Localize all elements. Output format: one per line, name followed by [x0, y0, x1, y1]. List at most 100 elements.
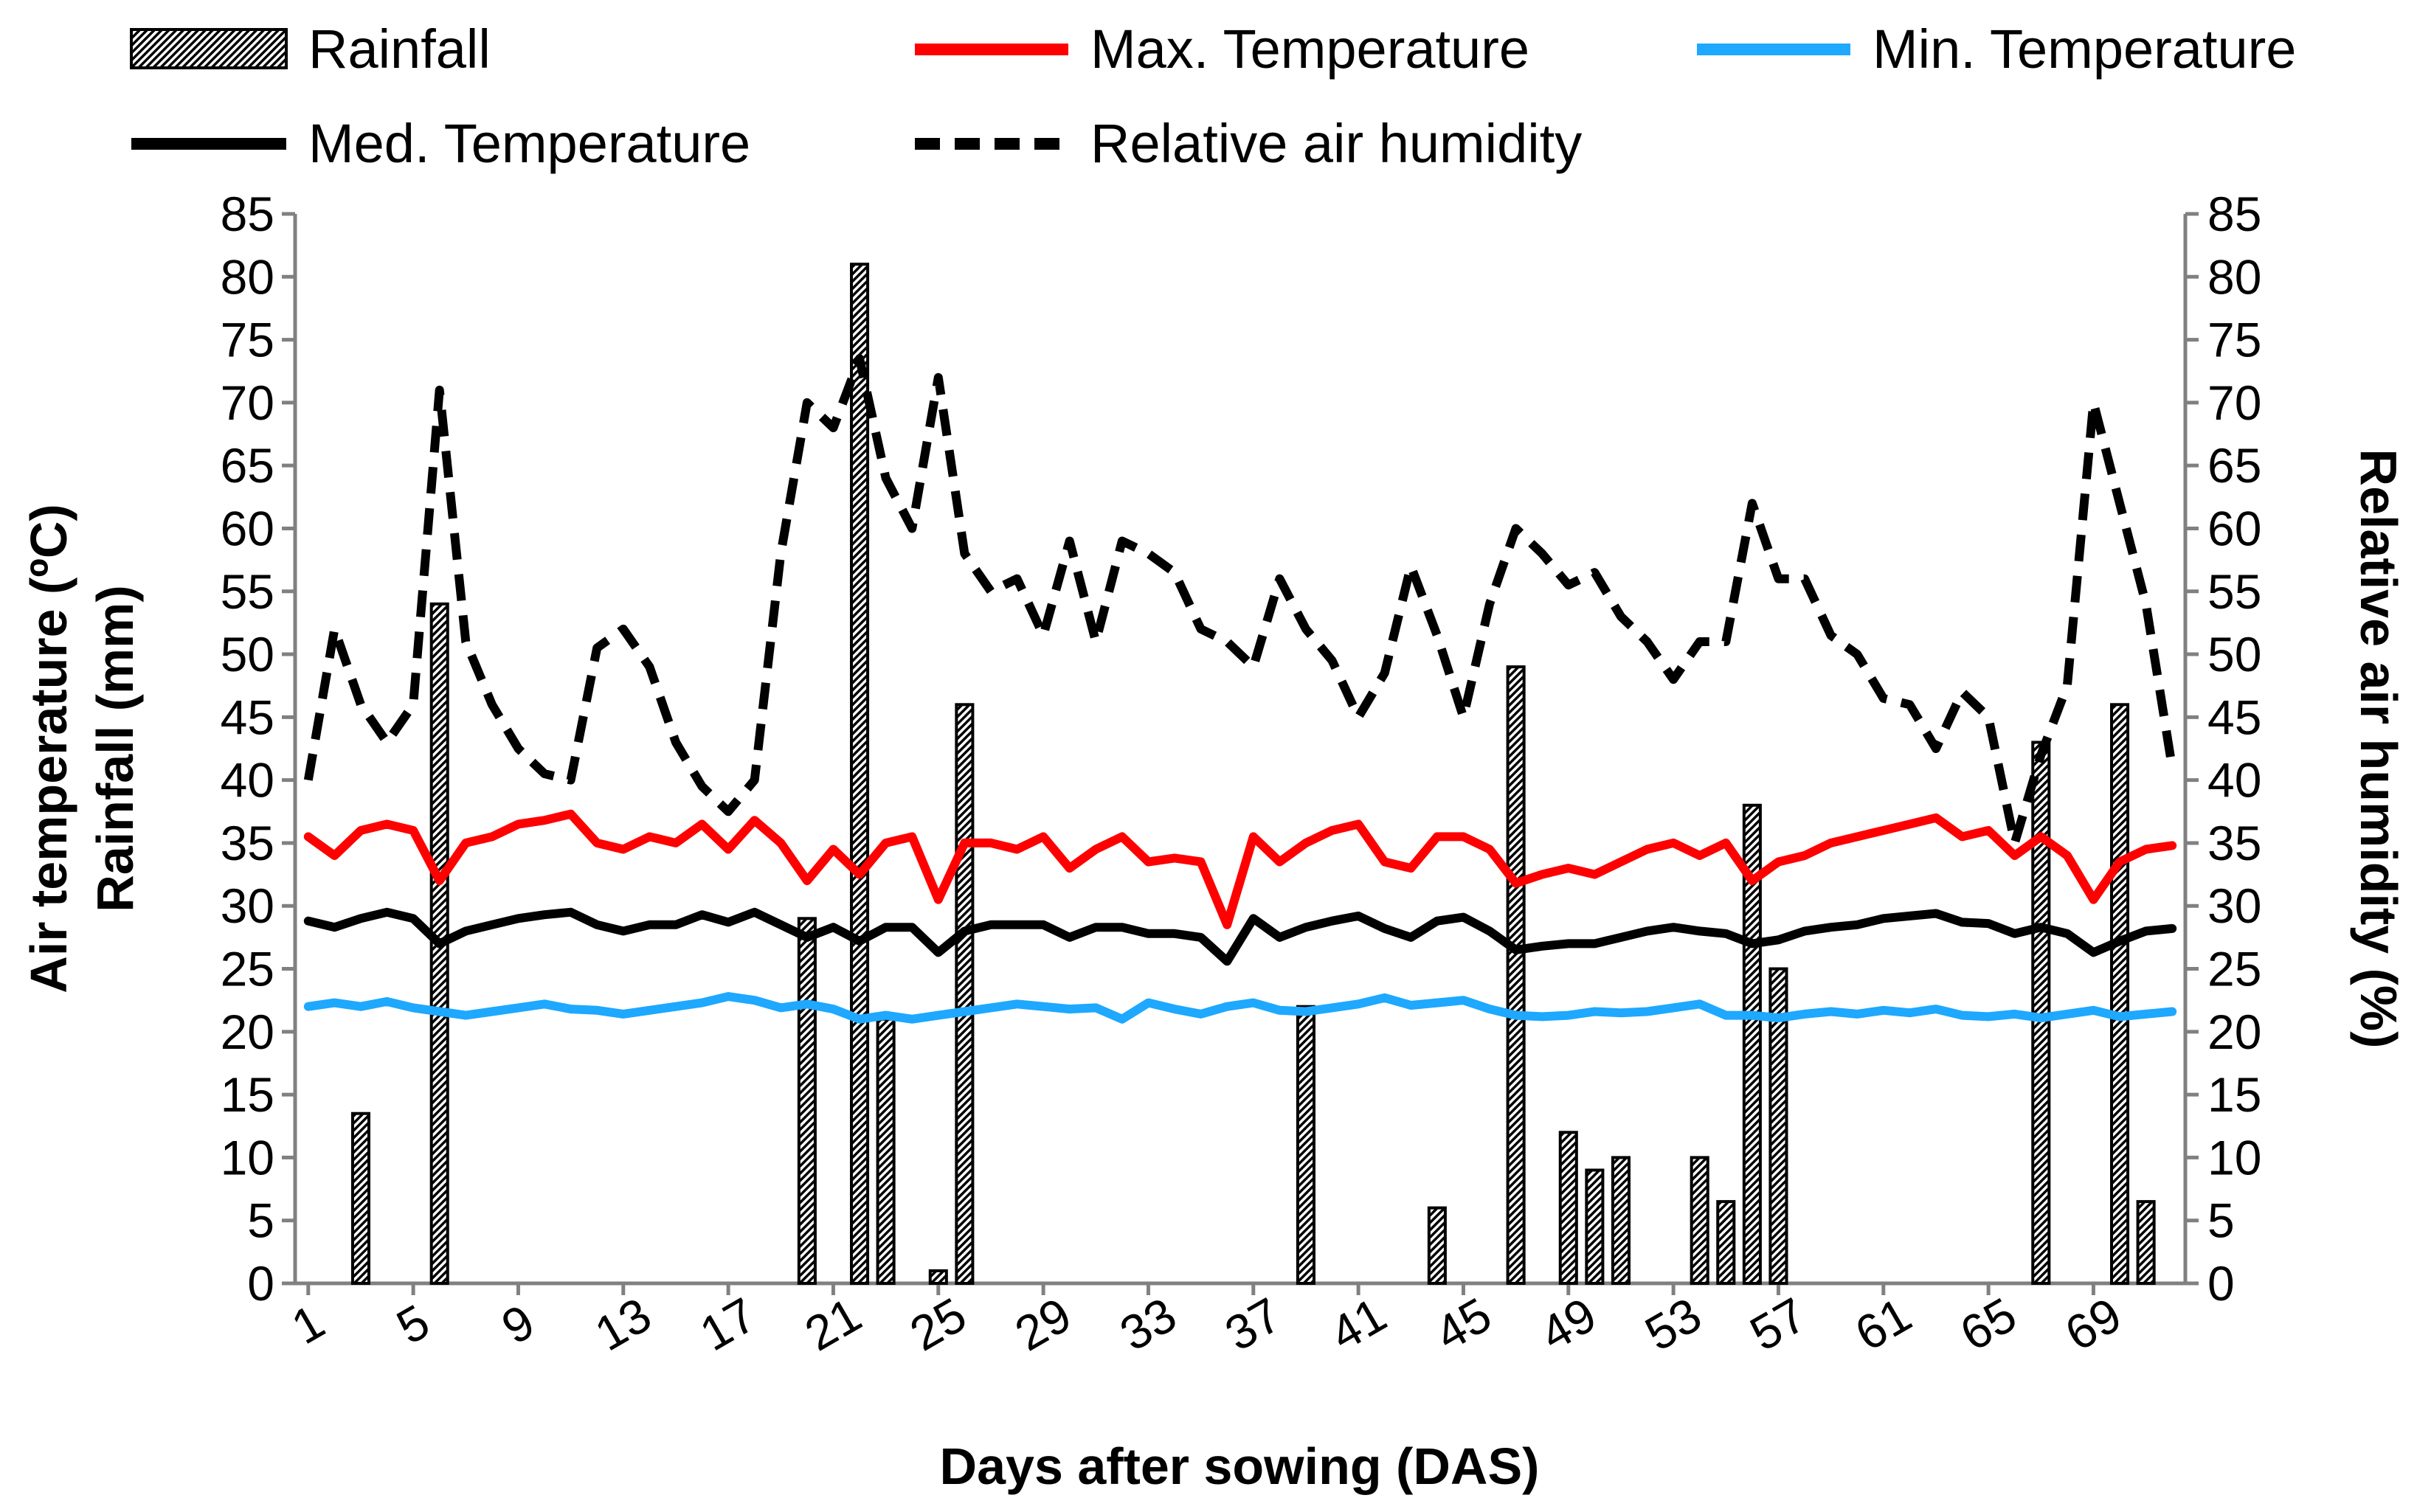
- y-tick-label-left: 0: [247, 1256, 274, 1311]
- y-axis-right-title: Relative air humidity (%): [2350, 449, 2407, 1049]
- rainfall-bar-day-54: [1690, 1156, 1709, 1285]
- y-tick-label-right: 30: [2207, 878, 2261, 933]
- legend-item-rainfall: Rainfall: [130, 18, 491, 80]
- legend-label-min-temperature: Min. Temperature: [1873, 18, 2296, 80]
- y-tick-label-right: 75: [2207, 313, 2261, 367]
- x-tick-label: 13: [586, 1287, 660, 1362]
- rainfall-bar-day-3: [350, 1112, 370, 1286]
- legend-item-relative-humidity: Relative air humidity: [915, 113, 1582, 174]
- rainfall-bar-day-55: [1716, 1200, 1736, 1286]
- y-tick-label-right: 25: [2207, 942, 2261, 996]
- x-axis-title: Days after sowing (DAS): [940, 1438, 1540, 1495]
- y-tick-label-right: 40: [2207, 753, 2261, 808]
- y-tick-label-right: 0: [2207, 1256, 2235, 1311]
- x-tick-label: 65: [1951, 1287, 2025, 1362]
- x-tick-label: 41: [1321, 1287, 1395, 1362]
- y-axis-left-title-line1: Air temperature (ºC): [20, 504, 77, 993]
- y-tick-label-left: 55: [221, 564, 274, 619]
- x-tick-label: 21: [796, 1287, 871, 1362]
- x-tick-label: 69: [2056, 1287, 2131, 1362]
- rainfall-bar-day-22: [850, 263, 870, 1285]
- legend: Rainfall Max. Temperature Min. Temperatu…: [130, 18, 2296, 174]
- x-tick-label: 1: [283, 1294, 333, 1354]
- y-tick-label-left: 60: [221, 501, 274, 555]
- x-tick-label: 33: [1111, 1287, 1186, 1362]
- legend-label-relative-humidity: Relative air humidity: [1090, 113, 1582, 174]
- y-tick-label-left: 20: [221, 1005, 274, 1059]
- y-tick-label-right: 15: [2207, 1067, 2261, 1122]
- rainfall-bar-day-25: [928, 1269, 948, 1285]
- y-tick-label-right: 60: [2207, 501, 2261, 555]
- y-tick-label-right: 45: [2207, 690, 2261, 744]
- series-line-relative-air-humidity: [303, 354, 2177, 847]
- x-tick-label: 57: [1741, 1287, 1816, 1362]
- y-tick-label-right: 20: [2207, 1005, 2261, 1059]
- y-tick-label-right: 70: [2207, 375, 2261, 430]
- x-tick-label: 61: [1846, 1287, 1920, 1362]
- x-tick-label: 9: [493, 1294, 544, 1354]
- rainfall-bar-day-39: [1296, 1005, 1315, 1286]
- legend-item-med-temperature: Med. Temperature: [131, 113, 750, 174]
- rainfall-bar-day-49: [1558, 1131, 1578, 1285]
- y-tick-label-left: 50: [221, 627, 274, 682]
- legend-item-max-temperature: Max. Temperature: [915, 18, 1529, 80]
- y-tick-label-left: 85: [221, 187, 274, 241]
- rainfall-bars: [350, 263, 2156, 1286]
- rainfall-bar-day-70: [2110, 703, 2130, 1285]
- legend-label-med-temperature: Med. Temperature: [308, 113, 750, 174]
- series-line-max-temperature: [303, 809, 2177, 929]
- y-tick-label-left: 45: [221, 690, 274, 744]
- x-tick-label: 25: [901, 1287, 975, 1362]
- rainfall-bar-day-47: [1506, 665, 1526, 1285]
- y-tick-label-right: 55: [2207, 564, 2261, 619]
- y-tick-label-left: 75: [221, 313, 274, 367]
- y-tick-label-right: 10: [2207, 1130, 2261, 1185]
- y-tick-label-right: 85: [2207, 187, 2261, 241]
- y-axis-right-title-text: Relative air humidity (%): [2350, 449, 2407, 1049]
- rainfall-bar-day-50: [1585, 1168, 1605, 1285]
- legend-label-max-temperature: Max. Temperature: [1090, 18, 1529, 80]
- rainfall-bar-day-44: [1427, 1206, 1447, 1286]
- x-tick-label: 45: [1426, 1287, 1501, 1362]
- y-tick-label-right: 65: [2207, 438, 2261, 493]
- y-ticks-left: 0 5 10 15 20 25 30 35 40 45 50 55 60 65 70 75 80 85: [221, 187, 295, 1311]
- x-tick-label: 37: [1216, 1287, 1290, 1362]
- rainfall-bar-day-71: [2136, 1200, 2156, 1286]
- x-tick-label: 29: [1006, 1287, 1080, 1362]
- y-tick-label-left: 70: [221, 375, 274, 430]
- y-axis-left-title-line2: Rainfall (mm): [86, 585, 144, 912]
- rainfall-bar-day-56: [1742, 803, 1762, 1285]
- x-tick-label: 5: [387, 1294, 438, 1354]
- rainfall-bar-day-57: [1768, 967, 1788, 1285]
- rainfall-bar-day-26: [955, 703, 975, 1285]
- y-tick-label-right: 80: [2207, 249, 2261, 304]
- legend-label-rainfall: Rainfall: [308, 18, 491, 80]
- y-tick-label-left: 80: [221, 249, 274, 304]
- rainfall-bar-day-51: [1611, 1156, 1631, 1285]
- y-tick-label-left: 25: [221, 942, 274, 996]
- y-tick-label-right: 5: [2207, 1193, 2235, 1248]
- series-lines: [303, 354, 2177, 1024]
- y-tick-label-left: 15: [221, 1067, 274, 1122]
- y-tick-label-left: 40: [221, 753, 274, 808]
- series-line-med-temperature: [303, 907, 2177, 966]
- y-ticks-right: 0 5 10 15 20 25 30 35 40 45 50 55 60 65 70 75 80 85: [2185, 187, 2261, 1311]
- x-tick-label: 17: [691, 1287, 765, 1362]
- legend-swatch-rainfall: [130, 28, 288, 69]
- y-tick-label-right: 50: [2207, 627, 2261, 682]
- y-tick-label-left: 10: [221, 1130, 274, 1185]
- rainfall-bar-day-23: [876, 1017, 896, 1285]
- legend-item-min-temperature: Min. Temperature: [1697, 18, 2296, 80]
- y-tick-label-right: 35: [2207, 816, 2261, 870]
- rainfall-bar-day-20: [797, 917, 817, 1285]
- y-tick-label-left: 35: [221, 816, 274, 870]
- y-tick-label-left: 30: [221, 878, 274, 933]
- x-tick-label: 49: [1531, 1287, 1605, 1362]
- y-axis-left-title: Air temperature (ºC) Rainfall (mm): [20, 504, 144, 993]
- series-line-min-temperature: [303, 992, 2177, 1024]
- x-ticks: 1 5 9 13 17 21 25 29 33 37 41 45 49 53 57 61 65 69: [283, 1283, 2130, 1362]
- x-tick-label: 53: [1636, 1287, 1710, 1362]
- y-tick-label-left: 5: [247, 1193, 274, 1248]
